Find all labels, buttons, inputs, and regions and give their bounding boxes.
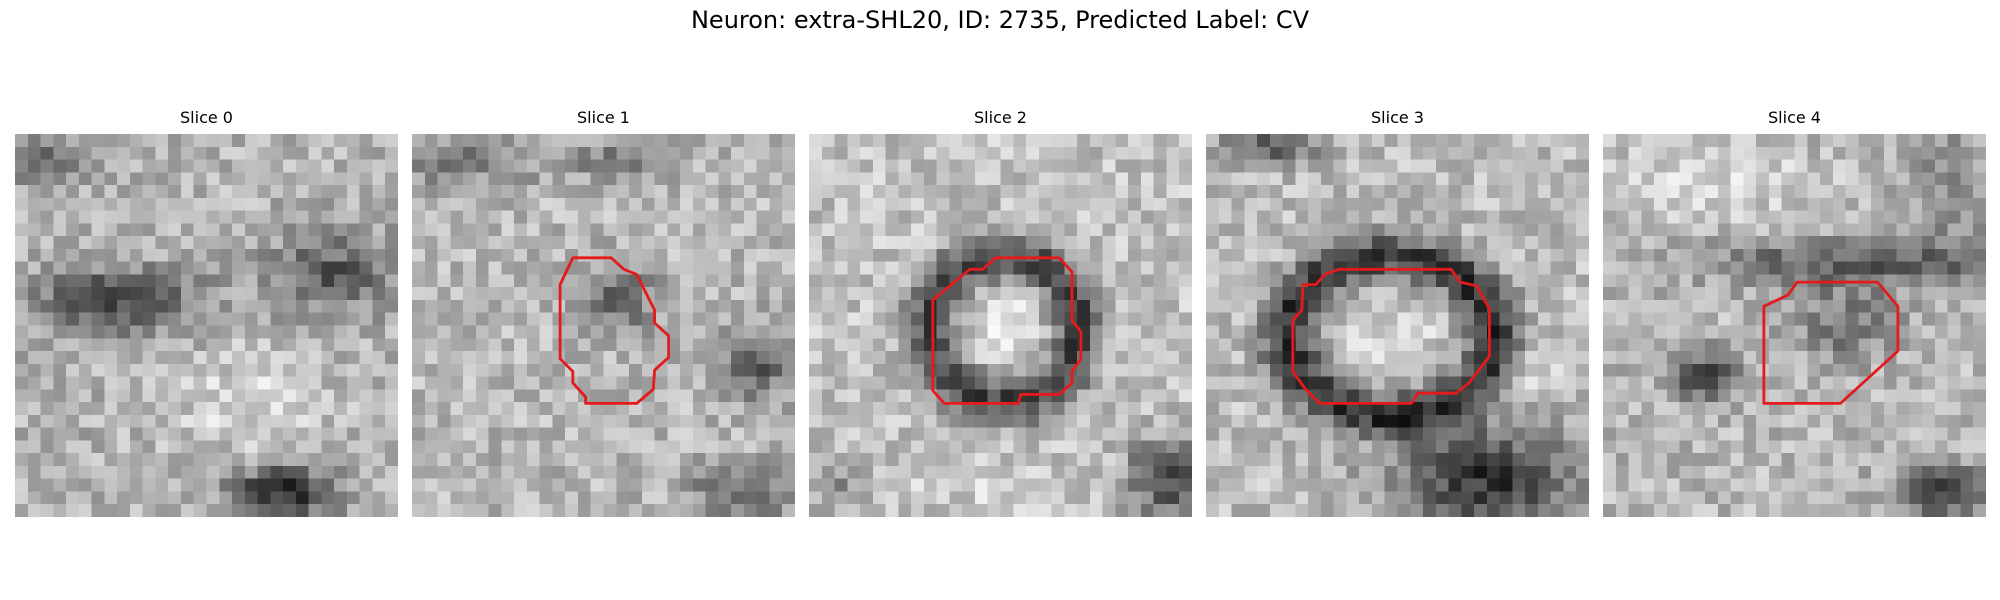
panel-slice-3: Slice 3 [1206,108,1589,517]
panel-title: Slice 4 [1768,108,1821,127]
panel-title: Slice 3 [1371,108,1424,127]
panel-slice-2: Slice 2 [809,108,1192,517]
panel-slice-4: Slice 4 [1603,108,1986,517]
panel-title: Slice 2 [974,108,1027,127]
segmentation-contour [1762,280,1900,405]
panel-title: Slice 1 [577,108,630,127]
panel-title: Slice 0 [180,108,233,127]
segmentation-contour [1291,267,1491,405]
segmentation-contour [558,256,671,405]
slice-image [1603,134,1986,517]
slice-image [15,134,398,517]
slice-image [809,134,1192,517]
panel-slice-1: Slice 1 [412,108,795,517]
figure-title: Neuron: extra-SHL20, ID: 2735, Predicted… [690,6,1310,34]
slice-image [412,134,795,517]
segmentation-contour [931,256,1083,405]
slice-image [1206,134,1589,517]
panel-slice-0: Slice 0 [15,108,398,517]
